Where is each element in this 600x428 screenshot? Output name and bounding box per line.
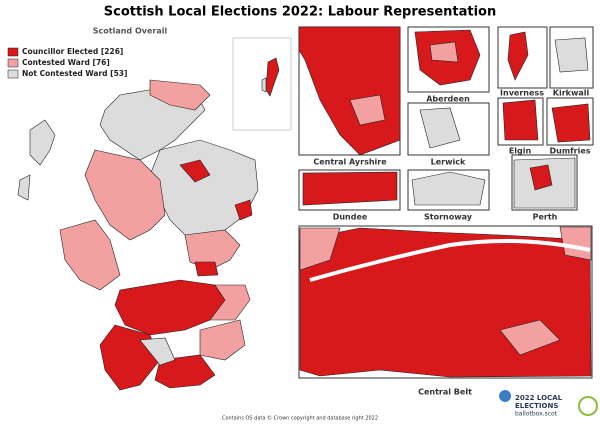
logo-badge	[578, 396, 598, 416]
inset-label: Inverness	[500, 89, 544, 98]
legend-label: Councillor Elected [226]	[22, 47, 123, 56]
logo-pin	[499, 390, 512, 412]
scotland-map	[17, 79, 259, 391]
inset-label: Central Belt	[418, 388, 472, 397]
inset-label: Central Ayrshire	[313, 158, 387, 167]
shetland	[264, 57, 280, 97]
inset-label: Aberdeen	[426, 95, 470, 104]
footer: Contains OS data © Crown copyright and d…	[222, 415, 378, 422]
inset-label: Kirkwall	[553, 89, 590, 98]
inset-label: Stornoway	[424, 213, 473, 222]
legend-swatch	[7, 58, 19, 68]
legend-label: Contested Ward [76]	[22, 58, 110, 67]
logo-line2: ELECTIONS	[515, 402, 558, 410]
legend-swatch	[7, 47, 19, 57]
logo-site: ballotbox.scot	[515, 411, 558, 418]
inset-label: Dumfries	[549, 147, 590, 156]
logo-line1: 2022 LOCAL	[515, 394, 563, 402]
inset-label: Elgin	[509, 147, 532, 156]
inset-label: Perth	[533, 213, 558, 222]
legend-label: Not Contested Ward [53]	[22, 69, 127, 78]
insets: Central Ayrshire Aberdeen Inverness Kirkwal…	[298, 26, 594, 397]
title: Scottish Local Elections 2022: Labour Re…	[104, 5, 496, 20]
subtitle: Scotland Overall	[93, 27, 168, 36]
inset-label: Dundee	[333, 213, 368, 222]
legend: Councillor Elected [226] Contested Ward […	[7, 47, 127, 79]
shetland-west	[261, 77, 267, 93]
inset-label: Lerwick	[431, 158, 466, 167]
legend-swatch	[7, 69, 19, 79]
shetland-frame	[232, 37, 292, 131]
